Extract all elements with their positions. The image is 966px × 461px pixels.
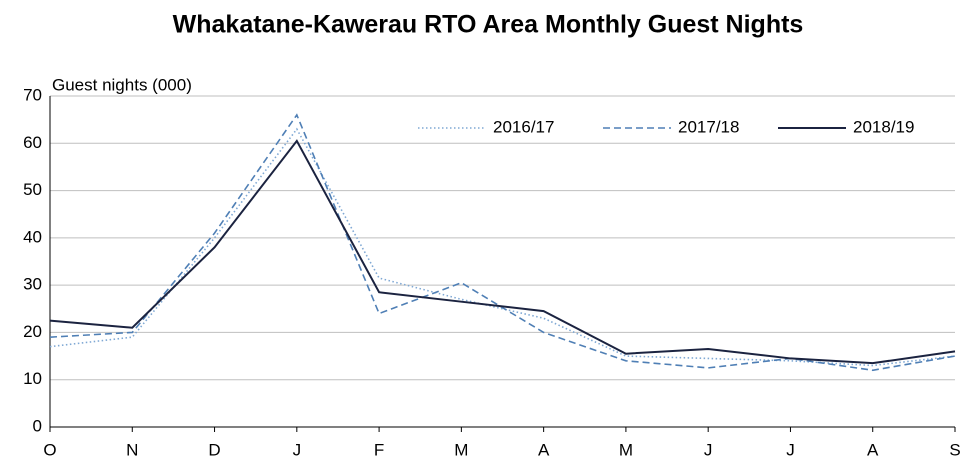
x-tick-label: M (454, 440, 468, 459)
chart-title: Whakatane-Kawerau RTO Area Monthly Guest… (173, 11, 804, 39)
x-tick-label: O (43, 440, 56, 459)
x-tick-label: S (949, 440, 960, 459)
y-tick-label: 40 (23, 227, 42, 246)
y-axis-label: Guest nights (000) (52, 75, 192, 94)
x-tick-label: M (619, 440, 633, 459)
x-tick-label: J (293, 440, 302, 459)
legend-label: 2016/17 (493, 117, 554, 136)
line (49, 113, 956, 372)
line (49, 127, 956, 367)
x-tick-label: D (208, 440, 220, 459)
x-tick-label: J (786, 440, 795, 459)
x-tick-label: J (704, 440, 713, 459)
x-tick-label: A (867, 440, 879, 459)
y-tick-label: 50 (23, 180, 42, 199)
y-tick-label: 30 (23, 275, 42, 294)
y-tick-label: 60 (23, 133, 42, 152)
legend-label: 2017/18 (678, 117, 739, 136)
x-tick-label: A (538, 440, 550, 459)
line (49, 139, 956, 365)
x-tick-label: N (126, 440, 138, 459)
y-tick-label: 70 (23, 85, 42, 104)
y-tick-label: 0 (33, 416, 42, 435)
y-tick-label: 20 (23, 322, 42, 341)
legend-label: 2018/19 (853, 117, 914, 136)
x-tick-label: F (374, 440, 384, 459)
y-tick-label: 10 (23, 369, 42, 388)
